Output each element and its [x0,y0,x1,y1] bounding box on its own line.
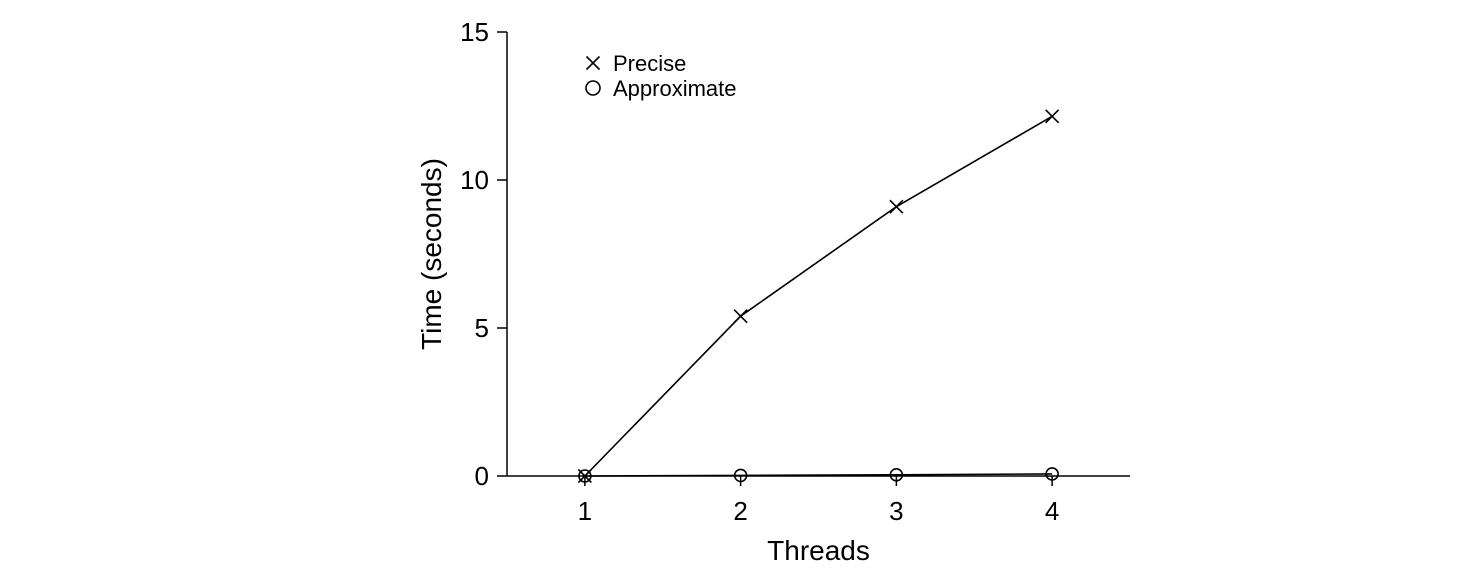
y-tick-label: 10 [460,165,489,195]
circle-marker-icon [585,80,601,96]
legend-item-precise: Precise [585,51,686,76]
data-point-approximate [578,469,592,483]
legend-label-approximate: Approximate [613,76,737,101]
series-line-approximate [584,473,1053,477]
data-point-approximate [733,468,748,483]
data-point-precise [889,199,904,214]
legend-item-approximate: Approximate [585,76,737,101]
x-tick-label: 1 [578,496,592,526]
legend-marker-x-icon [585,55,601,71]
y-axis-title: Time (seconds) [416,158,447,350]
data-point-precise [733,309,748,324]
x-marker-icon [585,55,601,71]
legend-marker-circle-icon [585,80,601,96]
y-ticks: 0 5 10 15 [460,17,507,491]
x-tick-label: 3 [889,496,903,526]
legend: Precise Approximate [585,51,737,101]
x-tick-label: 4 [1045,496,1059,526]
data-point-approximate [1045,467,1059,481]
y-tick-label: 5 [475,313,489,343]
data-point-approximate [889,468,904,482]
y-tick-label: 15 [460,17,489,47]
legend-label-precise: Precise [613,51,686,76]
series-approximate [578,467,1059,483]
axes [506,32,1130,477]
data-point-precise [1045,109,1060,124]
series-line-precise [584,115,1053,477]
x-ticks: 1 2 3 4 [578,476,1059,526]
series-precise [577,109,1060,484]
x-tick-label: 2 [733,496,747,526]
y-tick-label: 0 [475,461,489,491]
series-layer [577,109,1060,484]
x-axis-title: Threads [767,535,870,566]
